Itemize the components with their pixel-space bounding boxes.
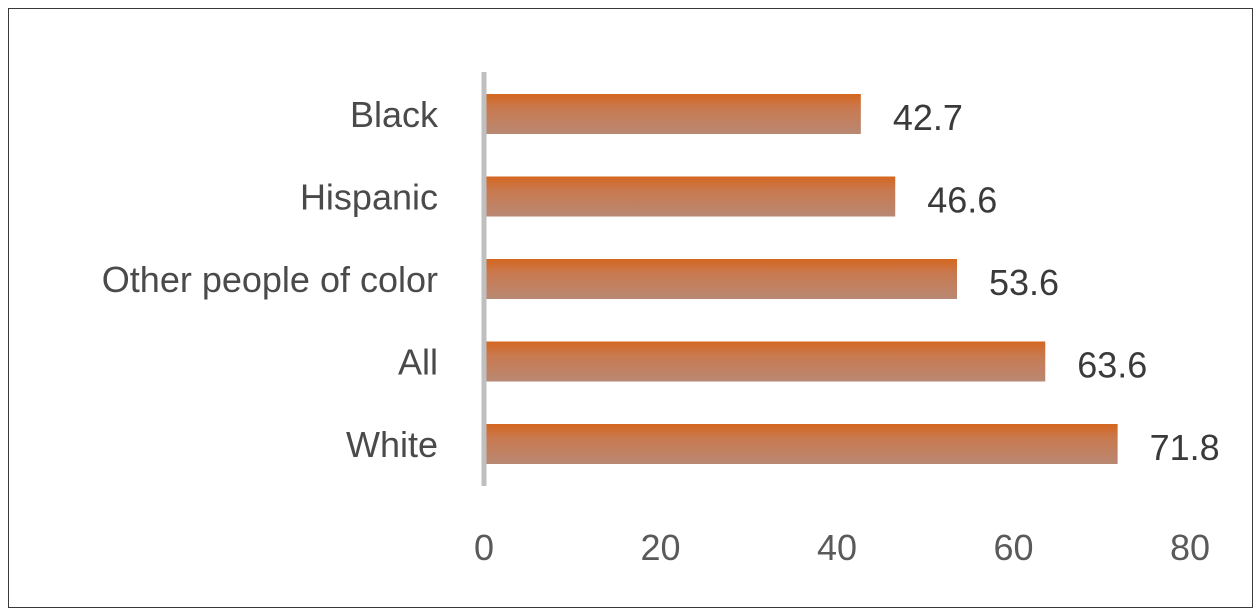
value-label: 71.8 (1150, 427, 1220, 468)
bars-layer (484, 94, 1118, 464)
bar-black (484, 94, 861, 134)
category-label: Black (350, 94, 439, 135)
bar-hispanic (484, 176, 896, 217)
x-tick-label: 40 (817, 527, 857, 568)
value-label: 46.6 (927, 180, 997, 221)
bar-other-people-of-color (484, 259, 958, 299)
bar-white (484, 424, 1118, 464)
x-tick-label: 80 (1170, 527, 1210, 568)
value-label: 63.6 (1077, 345, 1147, 386)
value-label: 42.7 (893, 97, 963, 138)
x-tick-label: 60 (993, 527, 1033, 568)
ticks-layer: 0 20 40 60 80 (474, 527, 1210, 568)
value-label: 53.6 (989, 262, 1059, 303)
category-label: White (346, 424, 438, 465)
category-label: Other people of color (102, 259, 438, 300)
category-label: All (398, 342, 438, 383)
labels-layer: Black 42.7 Hispanic 46.6 Other people of col… (102, 94, 1220, 468)
category-label: Hispanic (300, 177, 438, 218)
bar-all (484, 341, 1046, 382)
x-tick-label: 20 (640, 527, 680, 568)
x-tick-label: 0 (474, 527, 494, 568)
